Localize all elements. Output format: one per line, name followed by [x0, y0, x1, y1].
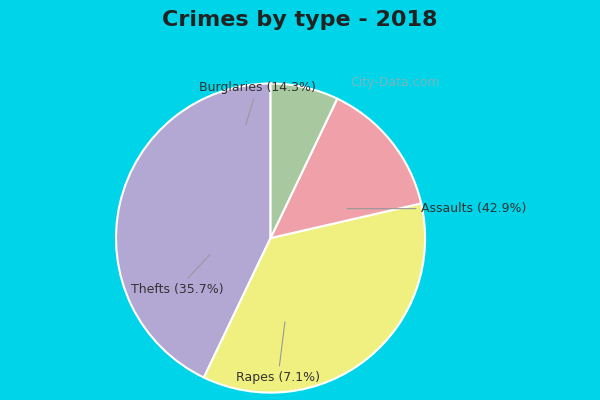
Text: Assaults (42.9%): Assaults (42.9%)	[347, 202, 527, 215]
Wedge shape	[116, 84, 271, 378]
Text: Crimes by type - 2018: Crimes by type - 2018	[162, 10, 438, 30]
Wedge shape	[271, 84, 337, 238]
Wedge shape	[271, 99, 421, 238]
Text: Rapes (7.1%): Rapes (7.1%)	[236, 322, 320, 384]
Text: Thefts (35.7%): Thefts (35.7%)	[131, 255, 223, 296]
Wedge shape	[204, 204, 425, 393]
Text: City-Data.com: City-Data.com	[350, 76, 440, 89]
Text: Burglaries (14.3%): Burglaries (14.3%)	[199, 81, 316, 125]
